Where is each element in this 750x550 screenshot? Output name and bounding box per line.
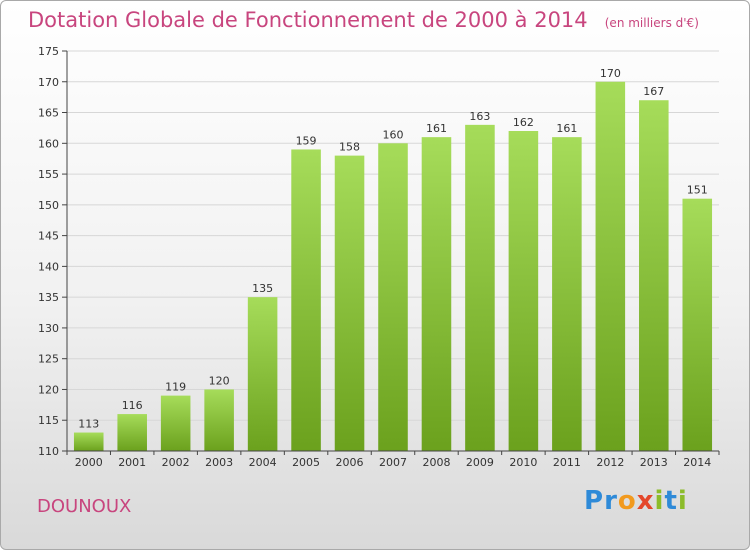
y-tick-label: 130 (38, 322, 59, 335)
bar (595, 81, 626, 452)
bar (421, 137, 452, 451)
bar-value-label: 159 (296, 134, 317, 147)
x-tick-label: 2008 (422, 456, 450, 469)
y-tick-label: 155 (38, 168, 59, 181)
bar-value-label: 151 (687, 184, 708, 197)
y-tick-label: 175 (38, 45, 59, 58)
x-tick-label: 2004 (249, 456, 277, 469)
x-tick-label: 2009 (466, 456, 494, 469)
bar-value-label: 167 (643, 85, 664, 98)
bar-value-label: 161 (556, 122, 577, 135)
y-tick-label: 160 (38, 137, 59, 150)
bar (378, 143, 408, 452)
bar-value-label: 116 (122, 399, 143, 412)
x-tick-label: 2012 (596, 456, 624, 469)
y-tick-label: 145 (38, 230, 59, 243)
bar-value-label: 161 (426, 122, 447, 135)
x-tick-label: 2006 (336, 456, 364, 469)
y-tick-label: 165 (38, 107, 59, 120)
bar-value-label: 119 (165, 381, 186, 394)
bar (117, 414, 147, 451)
bar-value-label: 170 (600, 67, 621, 80)
x-tick-label: 2000 (75, 456, 103, 469)
y-tick-label: 135 (38, 291, 59, 304)
logo-letter: P (584, 486, 605, 516)
y-tick-label: 150 (38, 199, 59, 212)
bar (160, 395, 191, 451)
bar-value-label: 135 (252, 282, 273, 295)
y-tick-label: 170 (38, 76, 59, 89)
x-tick-label: 2002 (162, 456, 190, 469)
logo-letter: i (654, 486, 665, 516)
bar-value-label: 160 (383, 128, 404, 141)
bar (73, 432, 104, 451)
commune-name: DOUNOUX (37, 496, 132, 517)
logo-letter: o (617, 486, 637, 516)
bar-value-label: 113 (78, 418, 99, 431)
x-tick-label: 2001 (118, 456, 146, 469)
chart-title: Dotation Globale de Fonctionnement de 20… (28, 8, 588, 32)
bar (291, 149, 321, 451)
y-tick-label: 125 (38, 353, 59, 366)
y-tick-label: 115 (38, 414, 59, 427)
logo-letter: r (604, 486, 618, 516)
x-tick-label: 2005 (292, 456, 320, 469)
y-tick-label: 120 (38, 383, 59, 396)
bar-value-label: 158 (339, 141, 360, 154)
x-tick-label: 2003 (205, 456, 233, 469)
bar (334, 155, 365, 451)
bar (204, 389, 234, 451)
y-tick-label: 140 (38, 260, 59, 273)
proxiti-logo: Proxiti (584, 486, 688, 516)
x-tick-label: 2007 (379, 456, 407, 469)
title-row: Dotation Globale de Fonctionnement de 20… (28, 8, 699, 32)
bar (247, 297, 278, 451)
x-tick-label: 2010 (509, 456, 537, 469)
logo-letter: i (677, 486, 688, 516)
bar (465, 124, 495, 451)
y-tick-label: 110 (38, 445, 59, 458)
bar (682, 198, 713, 451)
bar-value-label: 120 (209, 374, 230, 387)
chart-subtitle: (en milliers d'€) (604, 16, 699, 30)
bar-value-label: 163 (469, 110, 490, 123)
bar (639, 100, 669, 451)
x-tick-label: 2014 (683, 456, 711, 469)
bar (552, 137, 582, 451)
bar (508, 131, 539, 451)
x-tick-label: 2011 (553, 456, 581, 469)
x-tick-label: 2013 (640, 456, 668, 469)
logo-letter: x (636, 486, 655, 516)
logo-letter: t (664, 486, 678, 516)
bar-value-label: 162 (513, 116, 534, 129)
